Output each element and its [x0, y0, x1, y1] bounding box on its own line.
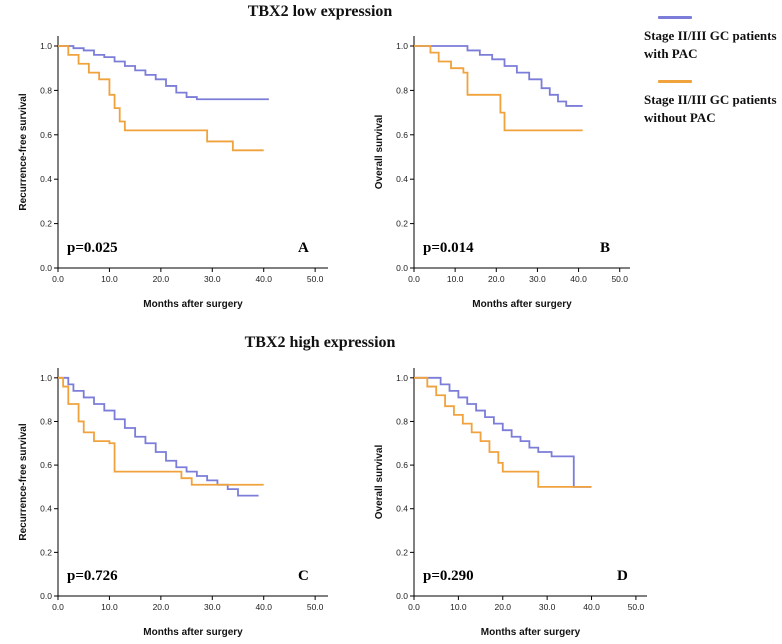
legend-line-without-pac-icon — [658, 80, 692, 84]
x-tick-label: 0.0 — [408, 602, 420, 612]
panel-A: 0.0 10.0 20.0 30.0 40.0 50.0 0.0 0.2 0.4 0.6 0.8 1.… — [16, 24, 338, 314]
y-tick-label: 0.6 — [40, 130, 52, 140]
x-tick-label: 30.0 — [539, 602, 556, 612]
km-plot-a: 0.0 10.0 20.0 30.0 40.0 50.0 0.0 0.2 0.4 0.6 0.8 1.… — [18, 36, 328, 310]
p-value-label: p=0.014 — [423, 240, 474, 256]
x-tick-label: 50.0 — [611, 274, 628, 284]
x-tick-label: 20.0 — [494, 602, 511, 612]
x-tick-label: 20.0 — [153, 602, 170, 612]
legend-item-with-pac: Stage II/III GC patients with PAC — [644, 16, 778, 62]
x-tick-label: 50.0 — [307, 602, 324, 612]
y-tick-label: 0.8 — [40, 416, 52, 426]
y-tick-label: 0.2 — [396, 219, 408, 229]
p-value-label: p=0.025 — [67, 240, 118, 256]
x-tick-label: 30.0 — [529, 274, 546, 284]
x-tick-label: 10.0 — [101, 274, 118, 284]
y-tick-label: 0.6 — [396, 130, 408, 140]
legend-label-without-pac: Stage II/III GC patients without PAC — [644, 92, 777, 125]
x-tick-label: 10.0 — [450, 602, 467, 612]
y-tick-label: 0.8 — [40, 85, 52, 95]
y-tick-label: 0.0 — [396, 263, 408, 273]
x-tick-label: 30.0 — [204, 274, 221, 284]
x-tick-label: 0.0 — [52, 274, 64, 284]
y-tick-label: 0.6 — [40, 460, 52, 470]
x-tick-label: 40.0 — [583, 602, 600, 612]
legend-item-without-pac: Stage II/III GC patients without PAC — [644, 80, 778, 126]
p-value-label: p=0.726 — [67, 568, 118, 584]
km-curve-without-pac — [58, 45, 264, 152]
y-tick-label: 0.4 — [40, 504, 52, 514]
panel-letter: C — [298, 568, 309, 584]
y-tick-label: 0.4 — [40, 174, 52, 184]
panel-letter: D — [617, 568, 628, 584]
km-curve-with-pac — [414, 45, 583, 107]
y-axis-title: Overall survival — [374, 445, 385, 520]
y-axis-title: Recurrence-free survival — [18, 423, 29, 541]
km-plot-c: 0.0 10.0 20.0 30.0 40.0 50.0 0.0 0.2 0.4 0.6 0.8 1.… — [18, 368, 328, 638]
km-plot-b: 0.0 10.0 20.0 30.0 40.0 50.0 0.0 0.2 0.4 0.6 0.8 1.… — [374, 36, 630, 310]
y-tick-label: 0.6 — [396, 460, 408, 470]
legend-line-with-pac-icon — [658, 16, 692, 19]
y-axis-title: Recurrence-free survival — [18, 93, 29, 211]
x-tick-label: 0.0 — [52, 602, 64, 612]
p-value-label: p=0.290 — [423, 568, 474, 584]
x-axis-title: Months after surgery — [481, 627, 581, 638]
section-title-low-expression: TBX2 low expression — [247, 3, 393, 20]
x-axis-title: Months after surgery — [143, 299, 243, 310]
x-tick-label: 10.0 — [447, 274, 464, 284]
panel-letter: B — [600, 240, 610, 256]
panel-letter: A — [298, 240, 309, 256]
km-curve-with-pac — [414, 376, 592, 488]
x-tick-label: 40.0 — [255, 602, 272, 612]
panel-D: 0.0 10.0 20.0 30.0 40.0 50.0 0.0 0.2 0.4 0.6 0.8 1.… — [372, 356, 657, 642]
km-curve-without-pac — [414, 376, 592, 488]
x-axis-title: Months after surgery — [472, 299, 572, 310]
y-tick-label: 1.0 — [40, 41, 52, 51]
legend-label-with-pac: Stage II/III GC patients with PAC — [644, 28, 777, 61]
legend: Stage II/III GC patients with PAC Stage … — [644, 10, 778, 144]
x-tick-label: 20.0 — [488, 274, 505, 284]
x-tick-label: 20.0 — [153, 274, 170, 284]
y-tick-label: 0.2 — [40, 219, 52, 229]
y-tick-label: 0.4 — [396, 504, 408, 514]
x-tick-label: 50.0 — [307, 274, 324, 284]
section-title-high-expression: TBX2 high expression — [244, 334, 396, 351]
x-tick-label: 10.0 — [101, 602, 118, 612]
y-axis-title: Overall survival — [374, 115, 385, 190]
x-axis-title: Months after surgery — [143, 627, 243, 638]
km-curve-with-pac — [58, 376, 259, 497]
y-tick-label: 1.0 — [396, 41, 408, 51]
y-tick-label: 0.0 — [40, 591, 52, 601]
km-curve-with-pac — [58, 45, 269, 101]
y-tick-label: 0.0 — [396, 591, 408, 601]
x-tick-label: 30.0 — [204, 602, 221, 612]
panel-C: 0.0 10.0 20.0 30.0 40.0 50.0 0.0 0.2 0.4 0.6 0.8 1.… — [16, 356, 338, 642]
km-curve-without-pac — [414, 45, 583, 132]
x-tick-label: 50.0 — [628, 602, 645, 612]
km-plot-d: 0.0 10.0 20.0 30.0 40.0 50.0 0.0 0.2 0.4 0.6 0.8 1.… — [374, 368, 647, 638]
panel-B: 0.0 10.0 20.0 30.0 40.0 50.0 0.0 0.2 0.4 0.6 0.8 1.… — [372, 24, 640, 314]
y-tick-label: 1.0 — [40, 373, 52, 383]
x-tick-label: 0.0 — [408, 274, 420, 284]
x-tick-label: 40.0 — [255, 274, 272, 284]
y-tick-label: 1.0 — [396, 373, 408, 383]
km-curve-without-pac — [58, 376, 264, 486]
y-tick-label: 0.8 — [396, 85, 408, 95]
y-tick-label: 0.8 — [396, 416, 408, 426]
y-tick-label: 0.2 — [40, 547, 52, 557]
y-tick-label: 0.0 — [40, 263, 52, 273]
y-tick-label: 0.2 — [396, 547, 408, 557]
y-tick-label: 0.4 — [396, 174, 408, 184]
x-tick-label: 40.0 — [570, 274, 587, 284]
